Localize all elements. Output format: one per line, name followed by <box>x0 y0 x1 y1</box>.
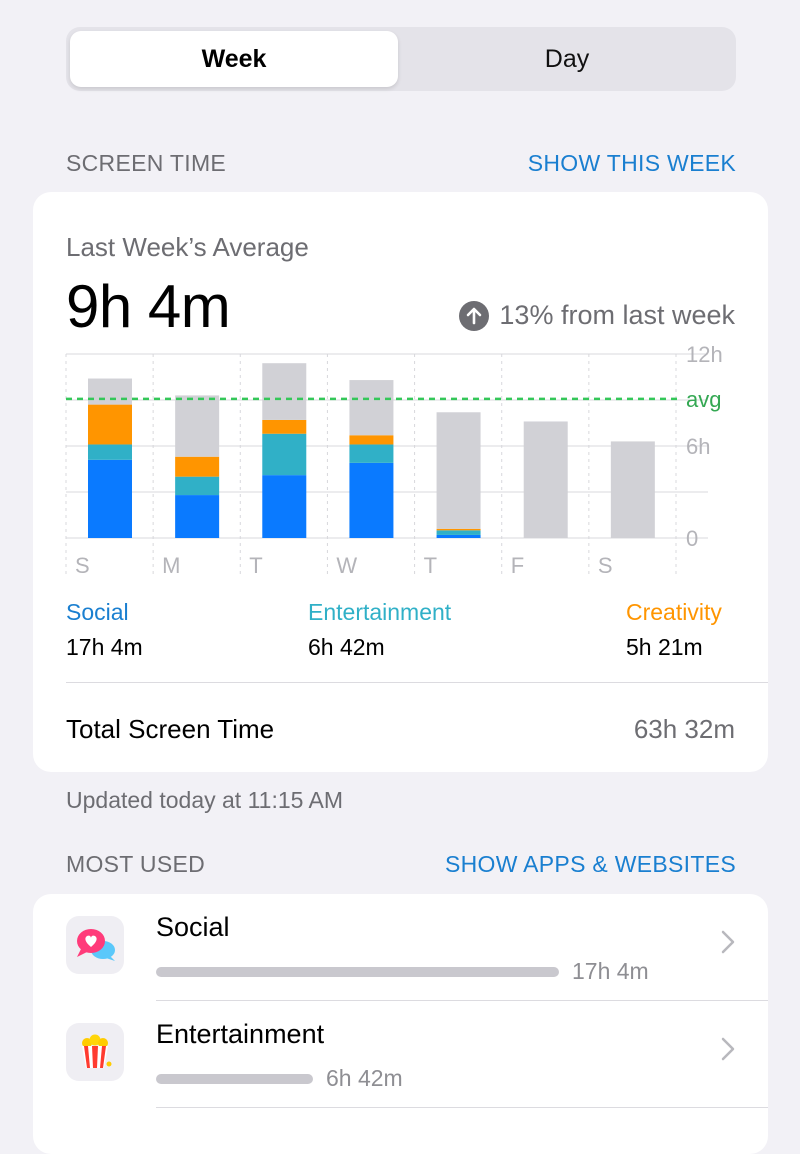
x-tick-label: S <box>75 553 90 578</box>
chart-bars <box>88 363 655 538</box>
bar-other-2 <box>262 363 307 420</box>
period-segmented-control: Week Day <box>66 27 736 91</box>
legend-creativity-value: 5h 21m <box>626 634 703 660</box>
screen-time-header: SCREEN TIME SHOW THIS WEEK <box>66 150 736 177</box>
most-used-header: MOST USED SHOW APPS & WEBSITES <box>66 851 736 878</box>
popcorn-icon <box>66 1023 124 1081</box>
bar-social-4 <box>436 534 481 538</box>
total-divider <box>66 682 768 683</box>
y-tick-label: 12h <box>686 342 723 367</box>
bar-entertainment-3 <box>349 444 394 463</box>
bar-entertainment-0 <box>88 444 132 460</box>
x-tick-label: T <box>249 553 262 578</box>
list-separator <box>156 1000 768 1001</box>
total-screen-time-value: 63h 32m <box>633 714 735 744</box>
bar-social-1 <box>175 495 220 538</box>
screen-time-card: Last Week’s Average 9h 4m 13% from last … <box>33 192 768 772</box>
show-apps-websites-link[interactable]: SHOW APPS & WEBSITES <box>444 851 736 877</box>
list-item-social-time: 17h 4m <box>572 958 649 984</box>
x-tick-label: S <box>598 553 613 578</box>
usage-bar-chart: 12h avg 6h 0 S M T W T F S <box>65 342 723 578</box>
trend-text: 13% from last week <box>499 300 735 330</box>
bar-entertainment-1 <box>175 476 220 496</box>
list-item-social-name: Social <box>156 912 230 942</box>
bar-social-2 <box>262 475 307 538</box>
bar-creativity-3 <box>349 435 394 445</box>
legend-entertainment-name: Entertainment <box>308 599 452 625</box>
legend-social-value: 17h 4m <box>66 634 143 660</box>
list-separator <box>156 1107 768 1108</box>
list-item-entertainment[interactable]: Entertainment 6h 42m <box>33 1001 768 1107</box>
average-subtitle: Last Week’s Average <box>66 232 309 262</box>
average-time: 9h 4m <box>66 273 231 340</box>
y-tick-label: 6h <box>686 434 710 459</box>
social-bubbles-icon <box>66 916 124 974</box>
most-used-section-label: MOST USED <box>66 851 206 877</box>
chevron-right-icon <box>721 930 735 959</box>
list-item-entertainment-bar <box>156 1074 313 1084</box>
bar-other-4 <box>436 412 481 529</box>
legend-creativity: Creativity 5h 21m <box>626 599 722 661</box>
x-tick-label: W <box>336 553 357 578</box>
list-item-entertainment-name: Entertainment <box>156 1019 325 1049</box>
legend-social-name: Social <box>66 599 129 625</box>
bar-other-0 <box>88 378 132 405</box>
list-item-entertainment-time: 6h 42m <box>326 1065 403 1091</box>
x-tick-label: F <box>511 553 524 578</box>
legend-entertainment: Entertainment 6h 42m <box>308 599 451 661</box>
most-used-list: Social 17h 4m Entertainment 6h 42m <box>33 894 768 1154</box>
bar-other-1 <box>175 395 220 457</box>
bar-entertainment-4 <box>436 530 481 535</box>
list-item-social[interactable]: Social 17h 4m <box>33 894 768 1000</box>
list-item-social-bar <box>156 967 559 977</box>
y-axis-labels: 12h avg 6h 0 <box>686 342 723 551</box>
y-tick-label: avg <box>686 387 721 412</box>
x-tick-label: M <box>162 553 180 578</box>
trend-indicator: 13% from last week <box>459 300 735 331</box>
y-tick-label: 0 <box>686 526 698 551</box>
bar-social-0 <box>88 459 132 538</box>
bar-creativity-2 <box>262 419 307 434</box>
bar-creativity-0 <box>88 404 132 445</box>
week-segment[interactable]: Week <box>70 31 398 87</box>
legend-entertainment-value: 6h 42m <box>308 634 385 660</box>
x-tick-label: T <box>424 553 437 578</box>
bar-entertainment-2 <box>262 433 307 476</box>
bar-other-5 <box>523 421 568 538</box>
total-screen-time-label: Total Screen Time <box>66 714 275 744</box>
chevron-right-icon <box>721 1037 735 1066</box>
screen-time-section-label: SCREEN TIME <box>66 150 227 176</box>
day-segment[interactable]: Day <box>544 44 590 73</box>
legend-social: Social 17h 4m <box>66 599 143 661</box>
bar-other-3 <box>349 380 394 436</box>
show-this-week-link[interactable]: SHOW THIS WEEK <box>527 150 736 176</box>
updated-timestamp: Updated today at 11:15 AM <box>66 787 344 813</box>
bar-other-6 <box>610 441 655 538</box>
legend-creativity-name: Creativity <box>626 599 722 625</box>
bar-creativity-1 <box>175 456 220 477</box>
arrow-up-circle-icon <box>459 300 490 331</box>
bar-creativity-4 <box>436 528 481 531</box>
bar-social-3 <box>349 462 394 538</box>
